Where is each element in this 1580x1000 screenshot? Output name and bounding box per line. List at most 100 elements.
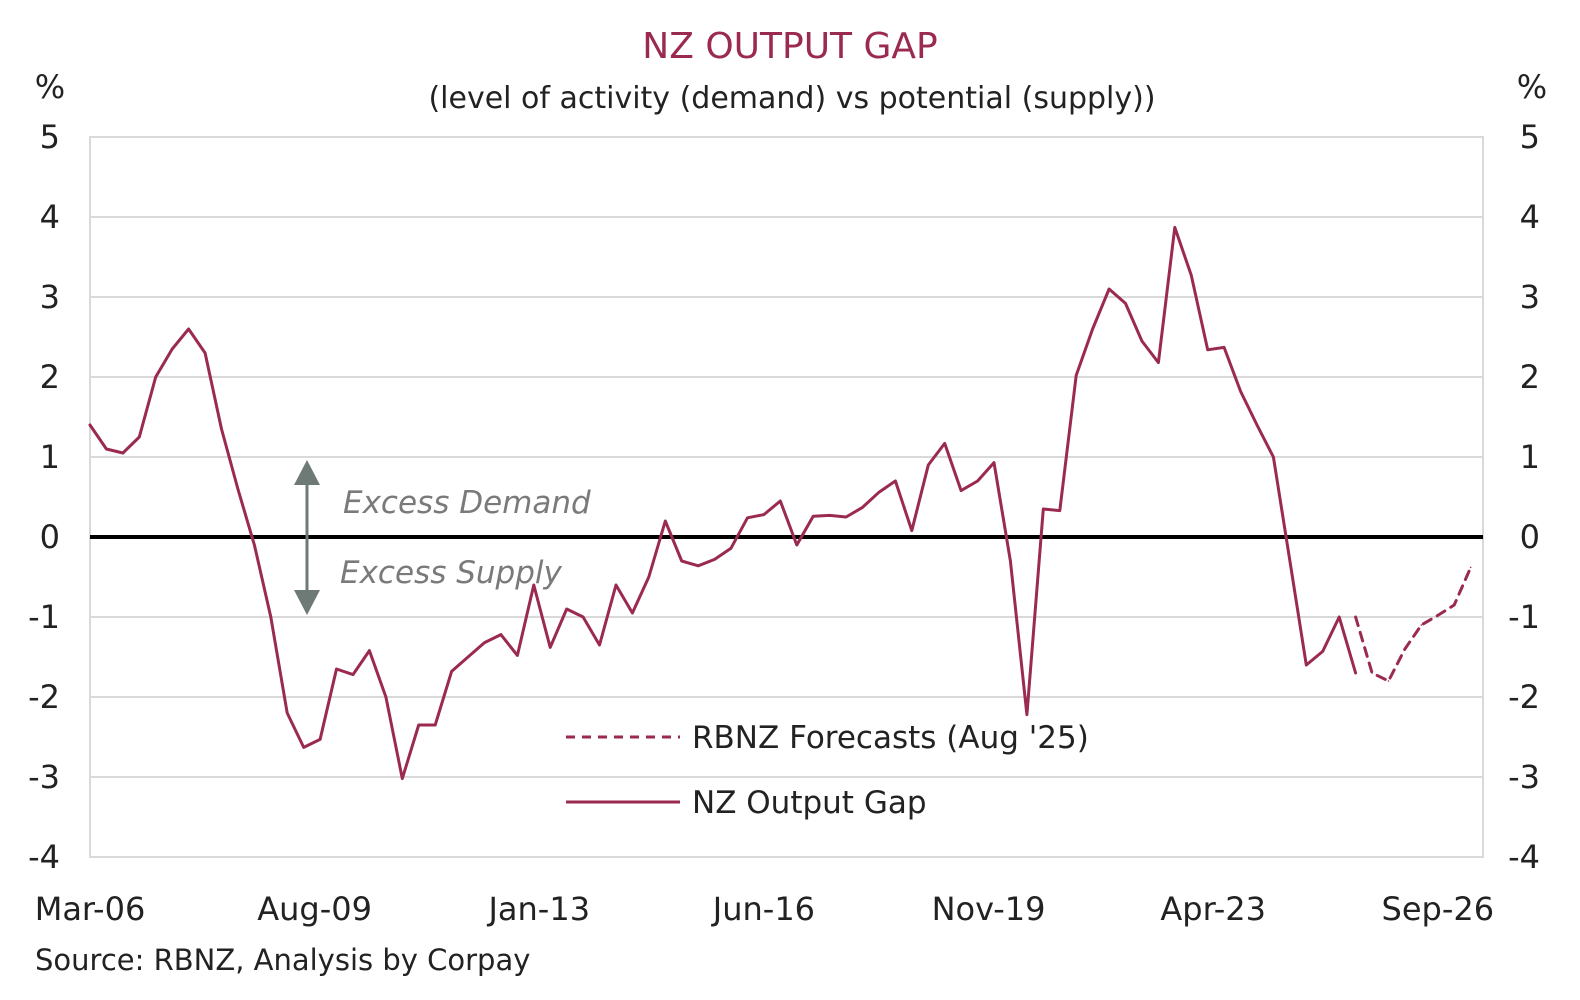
y-tick-label-right: -4	[1508, 838, 1540, 876]
series-layer	[88, 225, 1473, 781]
y-tick-label-right: 4	[1520, 198, 1540, 236]
data-point	[1075, 374, 1077, 377]
forecast-point	[1453, 604, 1456, 606]
legend-actual-label: NZ Output Gap	[692, 785, 927, 821]
y-tick-label-left: -2	[28, 678, 60, 716]
y-tick-label-left: 1	[40, 438, 60, 476]
legend: RBNZ Forecasts (Aug '25) NZ Output Gap	[566, 720, 1089, 821]
y-tick-label-left: -4	[28, 838, 60, 876]
data-point	[417, 724, 420, 726]
excess-arrow	[294, 460, 320, 615]
data-point	[648, 576, 650, 578]
data-point	[960, 489, 962, 492]
data-point	[828, 514, 831, 517]
data-point	[1256, 424, 1258, 426]
data-point	[105, 448, 108, 450]
data-point	[154, 376, 157, 378]
data-point	[1108, 288, 1110, 290]
data-point	[187, 328, 190, 330]
left-axis-ticks: 5 4 3 2 1 0 -1 -2 -3 -4	[28, 118, 60, 876]
data-point	[138, 436, 141, 438]
data-point	[483, 641, 486, 644]
data-point	[582, 616, 584, 618]
data-point	[516, 654, 519, 657]
data-point	[894, 480, 897, 482]
data-point	[122, 452, 124, 454]
series-line-forecast	[1354, 565, 1473, 683]
data-point	[615, 584, 617, 586]
y-tick-label-right: -3	[1508, 758, 1540, 796]
data-point	[1272, 456, 1275, 458]
arrow-up-head	[294, 460, 320, 485]
forecast-point	[1354, 616, 1357, 618]
data-point	[368, 649, 371, 652]
arrow-down-head	[294, 590, 320, 615]
data-point	[385, 696, 387, 698]
data-point	[730, 547, 732, 549]
x-tick-label: Aug-09	[257, 890, 372, 928]
data-point	[1289, 560, 1291, 562]
data-point	[270, 616, 272, 618]
x-tick-label: Sep-26	[1382, 890, 1495, 928]
right-axis-unit: %	[1517, 68, 1547, 106]
y-tick-label-right: 2	[1520, 358, 1540, 396]
data-point	[1026, 713, 1028, 716]
data-point	[1305, 664, 1308, 666]
source-note: Source: RBNZ, Analysis by Corpay	[35, 943, 530, 977]
data-point	[927, 464, 930, 466]
data-point	[993, 461, 995, 464]
data-point	[713, 558, 716, 561]
data-point	[763, 513, 765, 516]
data-point	[664, 520, 667, 522]
right-axis-ticks: 5 4 3 2 1 0 -1 -2 -3 -4	[1508, 118, 1540, 876]
data-point	[302, 746, 305, 749]
y-tick-label-left: -1	[28, 598, 60, 636]
data-point	[237, 488, 239, 490]
data-point	[89, 424, 91, 426]
data-point	[335, 668, 338, 670]
data-point	[1354, 672, 1357, 674]
data-point	[1206, 349, 1209, 351]
data-point	[204, 352, 206, 354]
data-point	[1091, 328, 1094, 330]
data-point	[220, 428, 223, 430]
data-point	[943, 442, 946, 445]
data-point	[1190, 274, 1193, 277]
data-point	[845, 516, 847, 518]
data-point	[812, 515, 815, 517]
data-point	[779, 500, 782, 502]
data-point	[549, 646, 552, 649]
data-point	[450, 670, 453, 673]
y-tick-label-left: 5	[40, 118, 60, 156]
data-point	[1239, 390, 1242, 393]
data-point	[697, 565, 699, 567]
excess-demand-label: Excess Demand	[343, 485, 591, 521]
data-point	[352, 673, 354, 676]
data-point	[171, 348, 173, 350]
data-point	[532, 584, 535, 586]
left-axis-unit: %	[35, 68, 65, 106]
legend-forecast-label: RBNZ Forecasts (Aug '25)	[692, 720, 1089, 756]
data-point	[795, 544, 798, 546]
y-tick-label-left: 3	[40, 278, 60, 316]
data-point	[631, 612, 634, 614]
y-tick-label-right: 1	[1520, 438, 1540, 476]
data-point	[878, 491, 880, 494]
y-tick-label-left: -3	[28, 758, 60, 796]
data-point	[911, 529, 913, 532]
x-tick-label: Nov-19	[932, 890, 1046, 928]
gridlines	[90, 216, 1483, 778]
series-line-actual	[88, 225, 1358, 781]
data-point	[565, 608, 568, 610]
data-point	[1124, 302, 1127, 305]
plot-area-border	[89, 136, 1484, 858]
forecast-point	[1404, 648, 1406, 650]
data-point	[500, 633, 502, 636]
data-point	[1174, 226, 1176, 229]
excess-supply-label: Excess Supply	[340, 555, 562, 591]
data-point	[1223, 346, 1225, 349]
data-point	[286, 712, 289, 714]
data-point	[253, 544, 256, 546]
data-point	[861, 506, 864, 509]
